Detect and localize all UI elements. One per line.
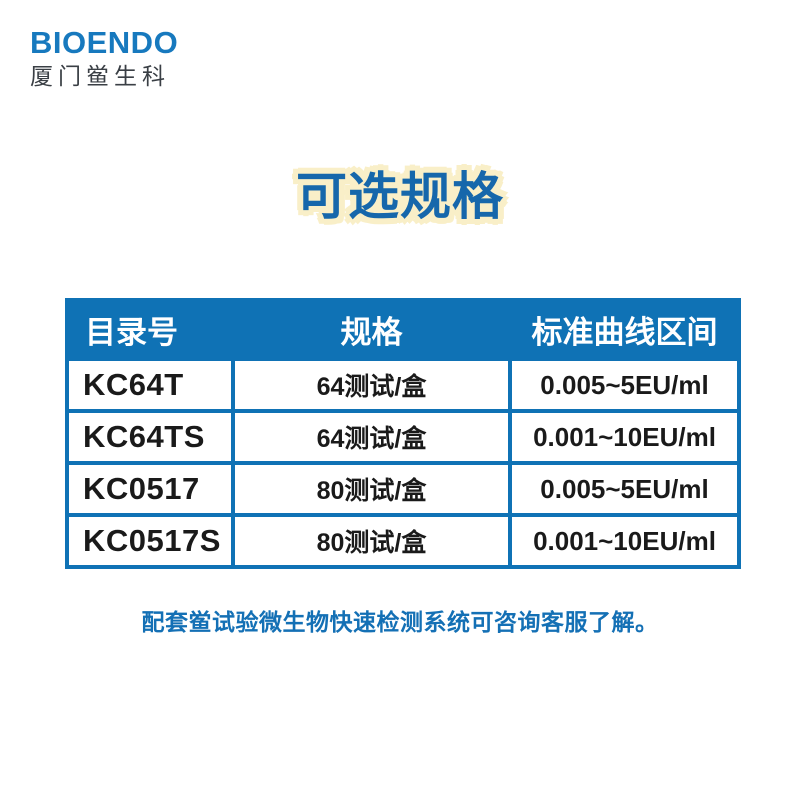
cell-spec: 80测试/盒: [231, 461, 512, 517]
title-section: 可选规格: [0, 168, 800, 227]
table-row: KC64T 64测试/盒 0.005~5EU/ml: [65, 357, 741, 413]
cell-catalog: KC64TS: [65, 409, 235, 465]
header-specification: 规格: [231, 298, 512, 361]
table-row: KC0517 80测试/盒 0.005~5EU/ml: [65, 461, 741, 517]
brand-name: BIOENDO: [30, 25, 179, 60]
cell-catalog: KC0517S: [65, 513, 235, 569]
page-title: 可选规格: [295, 168, 504, 225]
brand-subtitle: 厦门鲎生科: [30, 63, 170, 89]
cell-catalog: KC64T: [65, 357, 235, 413]
cell-spec: 64测试/盒: [231, 357, 512, 413]
footnote-text: 配套鲎试验微生物快速检测系统可咨询客服了解。: [141, 609, 659, 635]
cell-spec: 64测试/盒: [231, 409, 512, 465]
header-catalog-number: 目录号: [65, 298, 235, 361]
cell-range: 0.005~5EU/ml: [508, 357, 741, 413]
cell-catalog: KC0517: [65, 461, 235, 517]
table-row: KC64TS 64测试/盒 0.001~10EU/ml: [65, 409, 741, 465]
table-header-row: 目录号 规格 标准曲线区间: [65, 298, 741, 361]
brand-logo: BIOENDO 厦门鲎生科: [30, 27, 178, 88]
cell-range: 0.001~10EU/ml: [508, 409, 741, 465]
spec-table: 目录号 规格 标准曲线区间 KC64T 64测试/盒 0.005~5EU/ml …: [65, 298, 741, 569]
cell-spec: 80测试/盒: [231, 513, 512, 569]
table-row: KC0517S 80测试/盒 0.001~10EU/ml: [65, 513, 741, 569]
cell-range: 0.005~5EU/ml: [508, 461, 741, 517]
cell-range: 0.001~10EU/ml: [508, 513, 741, 569]
header-standard-curve-range: 标准曲线区间: [508, 298, 741, 361]
